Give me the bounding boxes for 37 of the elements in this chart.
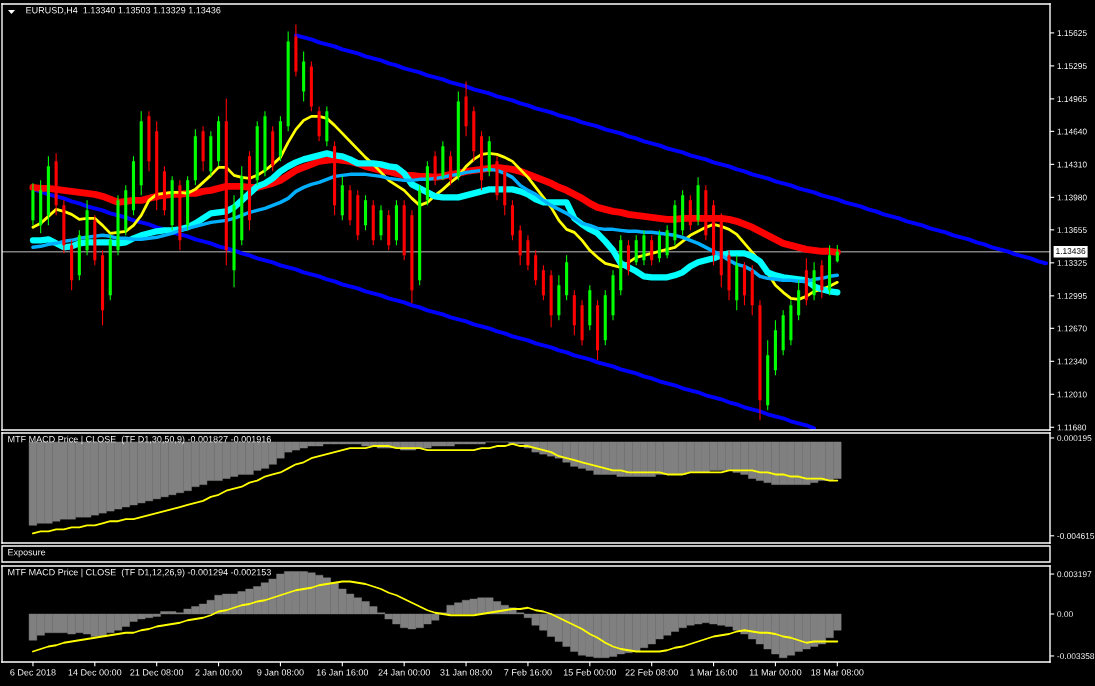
- text: Exposure: [8, 549, 46, 558]
- x-tick-label: 15 Feb 00:00: [563, 668, 617, 676]
- y-tick-label: 1.12340: [1057, 358, 1087, 365]
- y-tick-label: 1.13325: [1057, 260, 1087, 266]
- y-tick-label: 1.11680: [1057, 424, 1087, 431]
- x-tick-label: 1 Mar 16:00: [690, 669, 738, 676]
- y-tick-label: 1.12010: [1057, 391, 1087, 398]
- y-tick-label: 1.14310: [1057, 161, 1087, 168]
- x-tick-label: 16 Jan 16:00: [316, 669, 369, 676]
- y-tick-label: 1.14640: [1057, 128, 1087, 135]
- y-tick-label: 0.000195: [1057, 435, 1092, 442]
- ref-line-label: 1.13436: [1056, 248, 1086, 254]
- y-tick-label: 1.12995: [1057, 293, 1087, 299]
- y-tick-label: 0.00: [1057, 611, 1073, 618]
- y-tick-label: 1.13980: [1057, 194, 1087, 201]
- y-tick-label: 1.13655: [1057, 227, 1087, 233]
- x-tick-label: 7 Feb 16:00: [504, 668, 552, 676]
- y-tick-label: 1.12670: [1057, 325, 1087, 332]
- chart-title: MTF MACD Price | CLOSE (TF D1,12,26,9) -0.001294 -0.002153: [8, 568, 271, 578]
- x-tick-label: 31 Jan 08:00: [440, 669, 492, 676]
- x-tick-label: 21 Dec 08:00: [130, 669, 184, 676]
- y-tick-label: -0.004615: [1057, 532, 1095, 539]
- y-tick-label: -0.003358: [1057, 653, 1095, 660]
- y-tick-label: 0.003197: [1057, 571, 1092, 578]
- chart-title: EURUSD,H4 1.13340 1.13503 1.13329 1.13436: [26, 7, 221, 15]
- x-tick-label: 2 Jan 00:00: [195, 669, 242, 676]
- x-tick-label: 9 Jan 08:00: [257, 669, 304, 676]
- y-tick-label: 1.15295: [1057, 63, 1087, 69]
- x-tick-label: 24 Jan 00:00: [378, 669, 430, 676]
- x-tick-label: 18 Mar 08:00: [811, 669, 864, 676]
- chart-title: MTF MACD Price | CLOSE (TF D1,30,50,9) -0.001827 -0.001916: [8, 435, 271, 445]
- y-tick-label: 1.15625: [1057, 30, 1087, 36]
- x-tick-label: 11 Mar 00:00: [749, 669, 802, 676]
- y-tick-label: 1.14965: [1057, 96, 1087, 102]
- x-tick-label: 14 Dec 00:00: [68, 669, 122, 676]
- x-tick-label: 6 Dec 2018: [10, 669, 56, 676]
- x-tick-label: 22 Feb 08:00: [625, 668, 678, 676]
